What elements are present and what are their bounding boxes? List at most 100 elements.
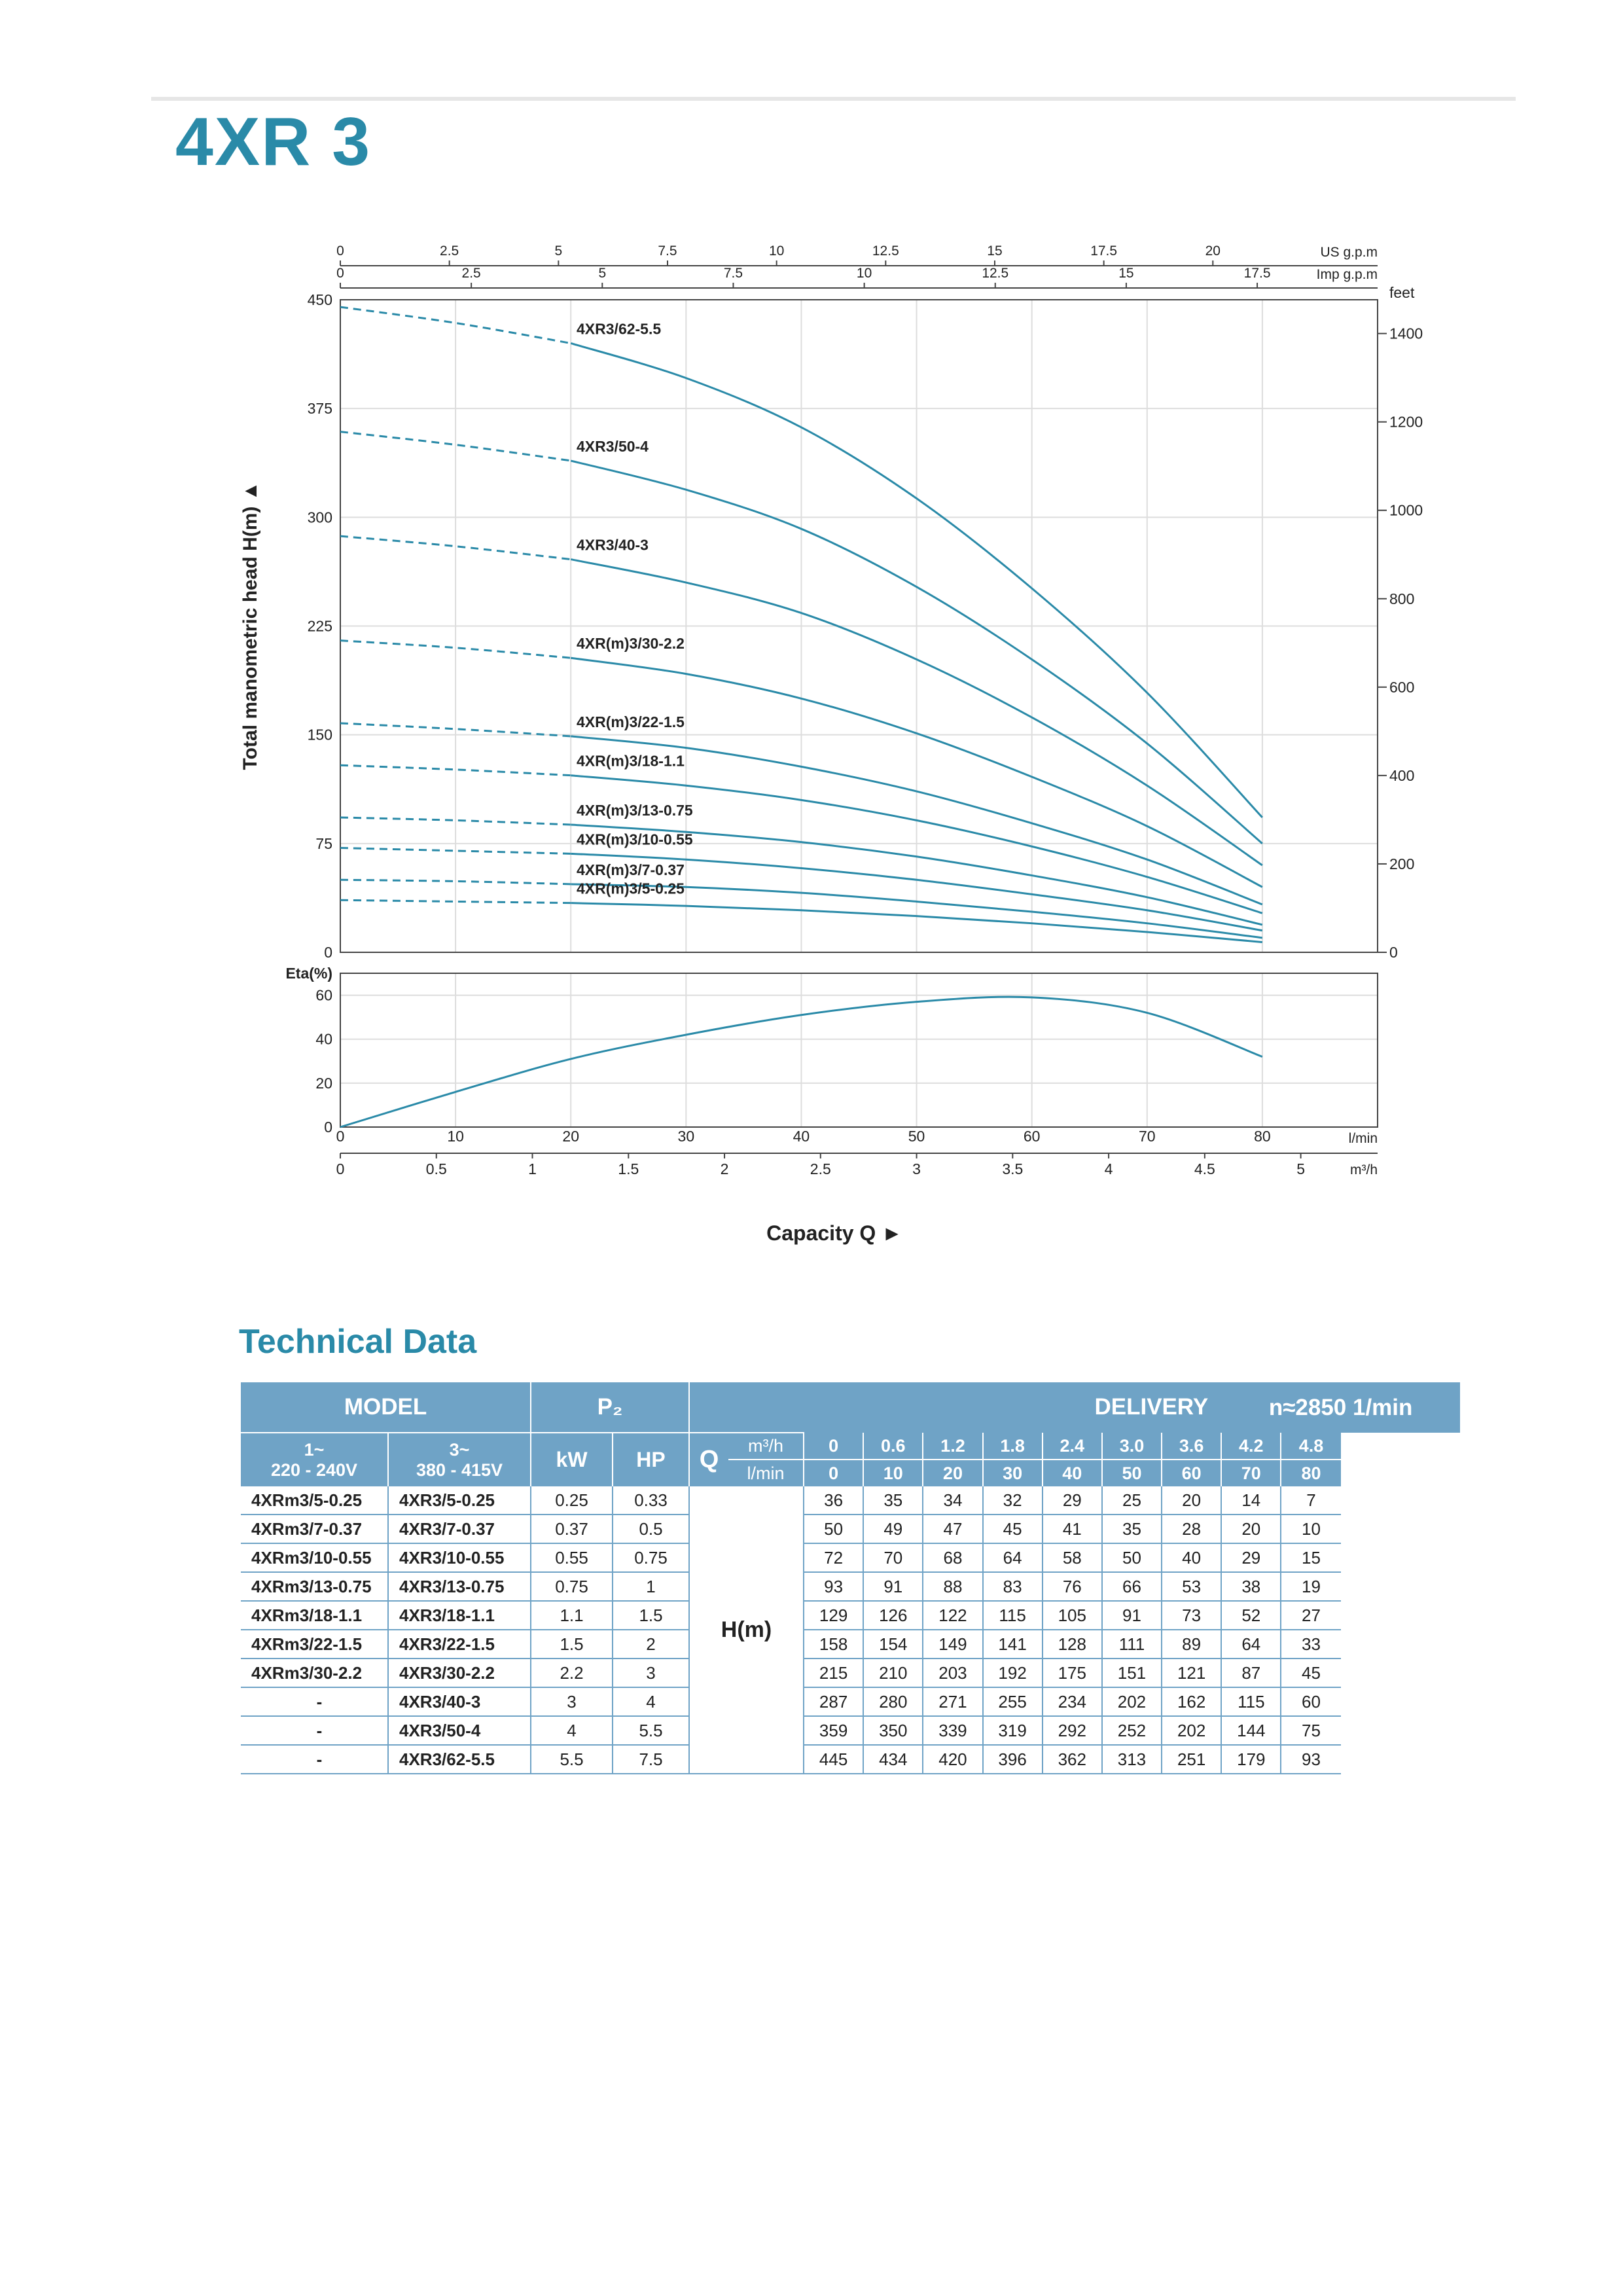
eta-tick-label: 20 xyxy=(315,1075,332,1092)
x-tick-label: 60 xyxy=(1024,1128,1041,1145)
head-value: 7 xyxy=(1280,1486,1341,1515)
head-value: 93 xyxy=(1280,1745,1341,1774)
header-q-m3h: 3.6 xyxy=(1161,1433,1222,1460)
right-tick-label: 1200 xyxy=(1389,414,1423,431)
head-value: 91 xyxy=(1101,1601,1162,1630)
x-axis-label: Capacity Q ► xyxy=(766,1221,902,1245)
table-row: -4XR3/50-4 4 5.5 359 350 339 319 292 252 202 144 75 xyxy=(241,1716,1460,1746)
x-tick-label: 40 xyxy=(793,1128,810,1145)
power-kw: 0.55 xyxy=(530,1543,613,1573)
head-value: 192 xyxy=(982,1659,1043,1688)
head-value: 72 xyxy=(803,1543,864,1573)
top-tick-label: 12.5 xyxy=(982,266,1008,281)
head-value: 319 xyxy=(982,1716,1043,1746)
head-value: 27 xyxy=(1280,1601,1341,1630)
m3h-tick-label: 3.5 xyxy=(1002,1160,1023,1177)
head-value: 210 xyxy=(863,1659,923,1688)
power-kw: 4 xyxy=(530,1716,613,1746)
head-value: 362 xyxy=(1041,1745,1102,1774)
table-row: 4XRm3/10-0.55 4XR3/10-0.55 0.55 0.75 72 70 68 6… xyxy=(241,1543,1460,1573)
y-tick-label: 0 xyxy=(324,944,332,961)
header-hp: HP xyxy=(612,1432,690,1486)
head-value: 45 xyxy=(982,1515,1043,1544)
curve-label: 4XR(m)3/13-0.75 xyxy=(577,802,693,819)
header-single-phase: 1~ 220 - 240V xyxy=(241,1432,388,1486)
top-tick-label: 17.5 xyxy=(1090,243,1117,259)
x-tick-label: 80 xyxy=(1254,1128,1271,1145)
head-value: 151 xyxy=(1101,1659,1162,1688)
power-hp: 2 xyxy=(612,1630,690,1659)
head-value: 115 xyxy=(1221,1687,1281,1717)
pump-curve-dashed xyxy=(340,878,571,886)
table-row: -4XR3/62-5.5 5.5 7.5 445 434 420 396 362 313 251 1… xyxy=(241,1745,1460,1774)
header-q-lmin: 70 xyxy=(1221,1460,1281,1486)
head-value: 75 xyxy=(1280,1716,1341,1746)
head-value: 313 xyxy=(1101,1745,1162,1774)
top-tick-label: 20 xyxy=(1205,243,1221,259)
curve-label: 4XR(m)3/10-0.55 xyxy=(577,831,693,848)
head-value: 49 xyxy=(863,1515,923,1544)
head-value: 252 xyxy=(1101,1716,1162,1746)
x-tick-label: 20 xyxy=(562,1128,579,1145)
head-value: 287 xyxy=(803,1687,864,1717)
top-tick-label: 5 xyxy=(598,266,606,281)
head-value: 149 xyxy=(922,1630,983,1659)
top-tick-label: 2.5 xyxy=(462,266,481,281)
plot-frame xyxy=(340,299,1378,953)
m3h-tick-label: 4.5 xyxy=(1194,1160,1215,1177)
table-row: 4XRm3/7-0.37 4XR3/7-0.37 0.37 0.5 50 49 47 45 41… xyxy=(241,1515,1460,1544)
header-q-m3h: 4.8 xyxy=(1280,1433,1341,1460)
head-value: 28 xyxy=(1161,1515,1222,1544)
header-q-lmin: 60 xyxy=(1161,1460,1222,1486)
right-tick-label: 400 xyxy=(1389,767,1414,784)
eta-tick-label: 40 xyxy=(315,1031,332,1048)
head-value: 292 xyxy=(1041,1716,1102,1746)
model-3ph: 4XR3/30-2.2 xyxy=(387,1659,531,1688)
model-1ph: 4XRm3/7-0.37 xyxy=(241,1515,388,1544)
header-q-lmin: 0 xyxy=(803,1460,864,1486)
head-value: 58 xyxy=(1041,1543,1102,1573)
header-q-lmin: 20 xyxy=(922,1460,983,1486)
pump-curve-dashed xyxy=(340,764,571,777)
table-row: 4XRm3/18-1.1 4XR3/18-1.1 1.1 1.5 129 126 122 11… xyxy=(241,1601,1460,1630)
head-value: 64 xyxy=(982,1543,1043,1573)
curve-label: 4XR3/40-3 xyxy=(577,537,649,554)
curve-label: 4XR(m)3/18-1.1 xyxy=(577,753,685,770)
header-q-lmin: 30 xyxy=(982,1460,1043,1486)
eta-frame xyxy=(340,973,1378,1128)
table-row: 4XRm3/13-0.75 4XR3/13-0.75 0.75 1 93 91 88 83 76… xyxy=(241,1572,1460,1602)
head-value: 122 xyxy=(922,1601,983,1630)
m3h-tick-label: 0.5 xyxy=(426,1160,447,1177)
power-hp: 0.33 xyxy=(612,1486,690,1515)
pump-curve-dashed xyxy=(340,722,571,738)
table-row: 4XRm3/22-1.5 4XR3/22-1.5 1.5 2 158 154 149 141 1… xyxy=(241,1630,1460,1659)
head-value: 10 xyxy=(1280,1515,1341,1544)
header-unit-m3h: m³/h xyxy=(728,1432,804,1460)
table-row: 4XRm3/5-0.25 4XR3/5-0.25 0.25 0.33 H(m) 36 35 3… xyxy=(241,1486,1460,1774)
pump-curve xyxy=(571,656,1263,888)
y-axis-label: Total manometric head H(m) ▲ xyxy=(240,482,261,770)
x-unit-m3h: m³/h xyxy=(1350,1162,1378,1177)
eta-axis-label: Eta(%) xyxy=(285,965,332,982)
head-value: 36 xyxy=(803,1486,864,1515)
section-title: Technical Data xyxy=(239,1323,477,1361)
m3h-tick-label: 2.5 xyxy=(810,1160,831,1177)
top-tick-label: 7.5 xyxy=(724,266,743,281)
header-unit-lmin: l/min xyxy=(728,1460,804,1486)
pump-curve xyxy=(570,459,1263,844)
head-value: 359 xyxy=(803,1716,864,1746)
header-three-phase-label: 3~ xyxy=(449,1439,470,1460)
header-q-m3h: 0 xyxy=(803,1433,864,1460)
pump-curve-dashed xyxy=(340,899,571,905)
curve-label: 4XR3/50-4 xyxy=(577,438,649,455)
head-value: 154 xyxy=(863,1630,923,1659)
m3h-tick-label: 5 xyxy=(1296,1160,1305,1177)
header-three-phase: 3~ 380 - 415V xyxy=(387,1432,531,1486)
y-tick-label: 225 xyxy=(308,618,332,635)
header-model: MODEL xyxy=(241,1382,531,1433)
right-tick-label: 1400 xyxy=(1389,325,1423,342)
head-value: 144 xyxy=(1221,1716,1281,1746)
header-speed: n≈2850 1/min xyxy=(1221,1382,1460,1433)
power-hp: 1.5 xyxy=(612,1601,690,1630)
head-value: 35 xyxy=(863,1486,923,1515)
